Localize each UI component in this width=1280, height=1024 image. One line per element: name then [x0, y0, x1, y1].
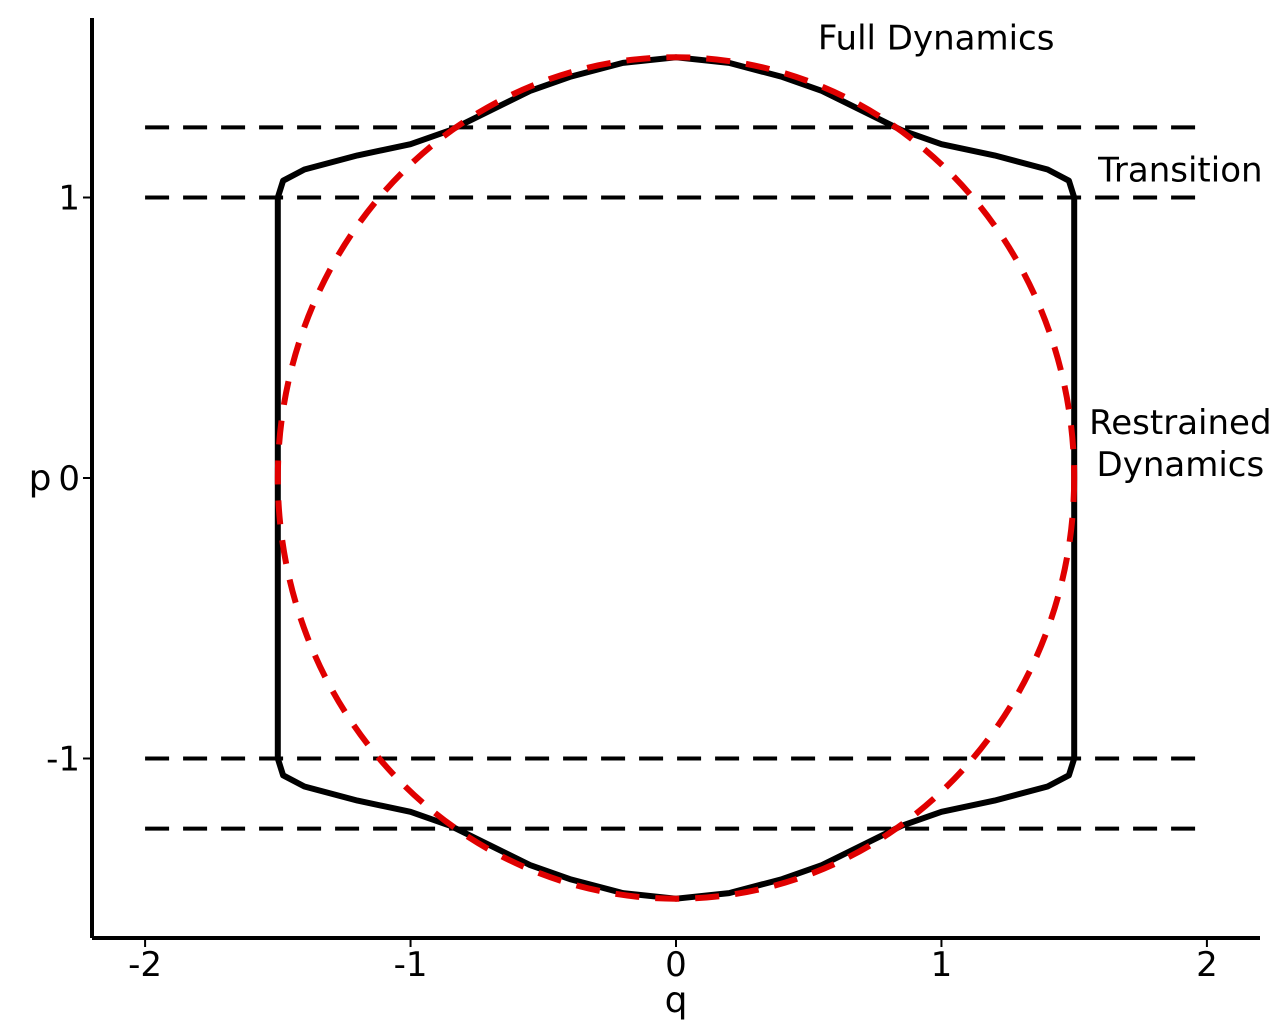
- restrained-trajectory-line: [274, 54, 1078, 902]
- x-axis-title: q: [665, 980, 688, 1021]
- y-tick-label: 0: [58, 459, 80, 499]
- x-tick-label: 2: [1196, 945, 1218, 985]
- annotation-label: Full Dynamics: [818, 19, 1055, 59]
- x-tick-label: -2: [128, 945, 162, 985]
- x-tick-label: 0: [665, 945, 687, 985]
- annotation-label: Transition: [1097, 150, 1262, 190]
- x-tick-label: -1: [394, 945, 428, 985]
- axis-ticks: -2 -1 0 1 2 -1 0 1: [46, 179, 1218, 985]
- x-tick-label: 1: [931, 945, 953, 985]
- annotation-label: Dynamics: [1097, 445, 1265, 485]
- y-tick-label: 1: [58, 179, 80, 219]
- full-dynamics-trajectory-line: [274, 54, 1078, 902]
- annotation-label: Restrained: [1089, 403, 1271, 443]
- chart-marks: [145, 54, 1207, 902]
- chart-axes: [90, 18, 1260, 940]
- y-axis-title: p: [29, 458, 52, 499]
- chart-annotations: Full Dynamics Transition RestrainedDynamic…: [818, 19, 1272, 485]
- y-tick-label: -1: [46, 739, 80, 779]
